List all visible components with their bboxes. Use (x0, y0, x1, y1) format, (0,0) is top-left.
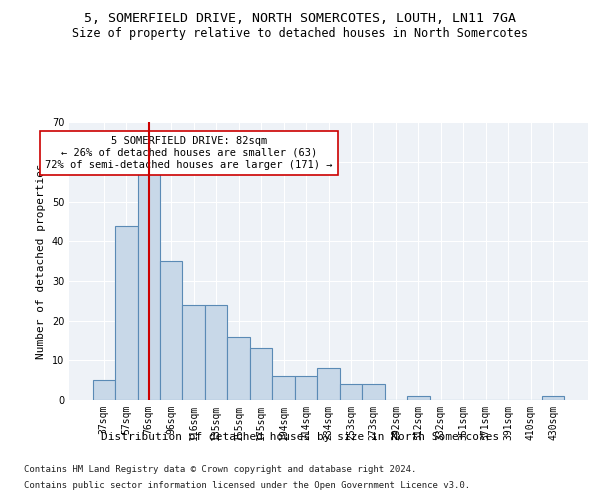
Text: Size of property relative to detached houses in North Somercotes: Size of property relative to detached ho… (72, 28, 528, 40)
Bar (92, 380, 115, 400)
Bar (340, 384, 362, 400)
Text: 5, SOMERFIELD DRIVE, NORTH SOMERCOTES, LOUTH, LN11 7GA: 5, SOMERFIELD DRIVE, NORTH SOMERCOTES, L… (84, 12, 516, 26)
Text: Contains public sector information licensed under the Open Government Licence v3: Contains public sector information licen… (24, 481, 470, 490)
Bar (272, 376, 295, 400)
Bar (317, 368, 340, 400)
Text: Distribution of detached houses by size in North Somercotes: Distribution of detached houses by size … (101, 432, 499, 442)
Bar (227, 336, 250, 400)
Text: Contains HM Land Registry data © Crown copyright and database right 2024.: Contains HM Land Registry data © Crown c… (24, 465, 416, 474)
Bar (407, 396, 430, 400)
Bar (115, 226, 137, 400)
Bar (295, 376, 317, 400)
Bar (182, 305, 205, 400)
Bar (362, 384, 385, 400)
Bar (160, 261, 182, 400)
Y-axis label: Number of detached properties: Number of detached properties (36, 164, 46, 359)
Text: 5 SOMERFIELD DRIVE: 82sqm
← 26% of detached houses are smaller (63)
72% of semi-: 5 SOMERFIELD DRIVE: 82sqm ← 26% of detac… (46, 136, 333, 170)
Bar (250, 348, 272, 400)
Bar (205, 305, 227, 400)
Bar (137, 166, 160, 400)
Bar (542, 396, 565, 400)
